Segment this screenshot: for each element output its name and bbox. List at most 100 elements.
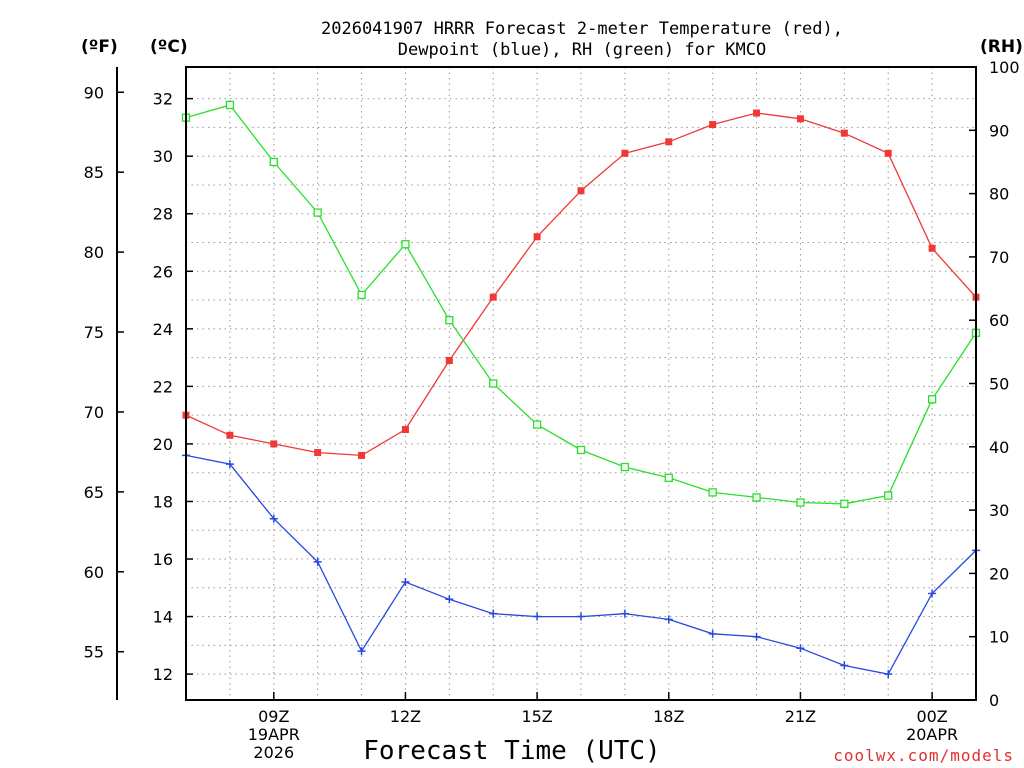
temperature-point [445,356,453,364]
rh-point [796,498,805,507]
rh-point [269,157,278,167]
temperature-point [314,449,322,457]
rh-tick-label: 10 [989,628,1009,647]
rh-point [752,493,761,502]
celsius-tick-label: 12 [153,665,173,684]
rh-tick-label: 100 [989,58,1020,77]
x-tick-label: 21Z [785,707,816,726]
fahrenheit-tick-label: 80 [84,243,104,262]
rh-point [401,240,410,249]
temperature-point [796,115,804,123]
dewpoint-point [664,615,673,624]
celsius-tick-label: 22 [153,377,173,396]
temperature-point [621,149,629,157]
x-tick-label: 18Z [653,707,684,726]
rh-point [313,208,322,217]
temperature-point [533,233,541,241]
dewpoint-point [489,609,498,618]
dewpoint-point [357,647,366,656]
dewpoint-point [313,557,322,566]
dewpoint-point [752,632,761,641]
celsius-tick-label: 28 [153,205,173,224]
temperature-point [270,440,278,448]
fahrenheit-tick-label: 60 [84,563,104,582]
rh-tick-label: 0 [989,691,999,710]
rh-point [708,488,717,497]
dewpoint-point [928,589,937,598]
celsius-tick-label: 26 [153,262,173,281]
fahrenheit-tick-label: 65 [84,483,104,502]
dewpoint-point [445,595,454,604]
x-tick-label: 2026 [253,743,294,762]
x-tick-label: 19APR [248,725,300,744]
x-tick-label: 12Z [390,707,421,726]
chart-title-line-1: 2026041907 HRRR Forecast 2-meter Tempera… [321,19,843,39]
dewpoint-point [225,460,234,469]
x-tick-label: 09Z [258,707,289,726]
temperature-point [489,293,497,301]
temperature-point [884,149,892,157]
dewpoint-point [401,578,410,587]
dewpoint-point [577,612,585,621]
rh-point [489,379,498,388]
dewpoint-point [884,670,893,679]
celsius-tick-label: 16 [153,550,173,569]
x-tick-label: 00Z [916,707,947,726]
dewpoint-point [620,609,629,618]
fahrenheit-tick-label: 85 [84,163,104,182]
rh-point [840,499,849,508]
celsius-tick-label: 20 [153,435,173,454]
temperature-point [928,244,936,252]
fahrenheit-unit-label: (ºF) [81,37,118,57]
temperature-point [840,129,848,137]
rh-point [357,290,366,300]
rh-point [927,395,937,404]
rh-tick-label: 40 [989,438,1009,457]
rh-unit-label: (RH) [980,37,1023,57]
rh-point [576,445,586,455]
fahrenheit-tick-label: 75 [84,323,104,342]
rh-tick-label: 60 [989,311,1009,330]
celsius-tick-label: 18 [153,492,173,511]
fahrenheit-tick-label: 70 [84,403,104,422]
celsius-unit-label: (ºC) [150,37,188,57]
series-markers [181,100,981,679]
dewpoint-point [796,644,805,653]
temperature-point [401,426,409,434]
rh-tick-label: 20 [989,564,1009,583]
fahrenheit-tick-label: 55 [84,643,104,662]
celsius-tick-label: 32 [153,90,173,109]
rh-point [620,462,630,472]
rh-point [532,420,542,429]
axis-labels: 12 14 16 18 20 22 24 26 28 30 32 55 60 65 70 75 80 85 90 0 1… [84,58,1020,762]
x-tick-label: 15Z [521,707,552,726]
temperature-point [709,121,717,129]
gridlines [186,67,976,700]
rh-tick-label: 70 [989,248,1009,267]
chart-title-line-2: Dewpoint (blue), RH (green) for KMCO [398,40,766,60]
dewpoint-point [708,629,717,638]
rh-tick-label: 90 [989,121,1009,140]
temperature-point [577,187,585,195]
dewpoint-point [269,514,278,523]
rh-point [225,100,235,110]
rh-point [445,316,454,325]
credit-text: coolwx.com/models [833,746,1014,765]
x-tick-label: 20APR [906,725,958,744]
temperature-point [358,451,366,459]
rh-tick-label: 30 [989,501,1009,520]
temperature-point [226,431,234,439]
temperature-point [665,138,673,146]
temperature-point [753,109,761,117]
celsius-tick-label: 14 [153,608,173,627]
fahrenheit-tick-label: 90 [84,83,104,102]
dewpoint-line [185,454,977,675]
x-axis-title: Forecast Time (UTC) [363,736,660,766]
rh-tick-label: 50 [989,375,1009,394]
temperature-line [185,112,977,457]
celsius-tick-label: 24 [153,320,173,339]
rh-point [884,491,893,500]
dewpoint-point [840,661,849,670]
dewpoint-point [533,612,542,621]
